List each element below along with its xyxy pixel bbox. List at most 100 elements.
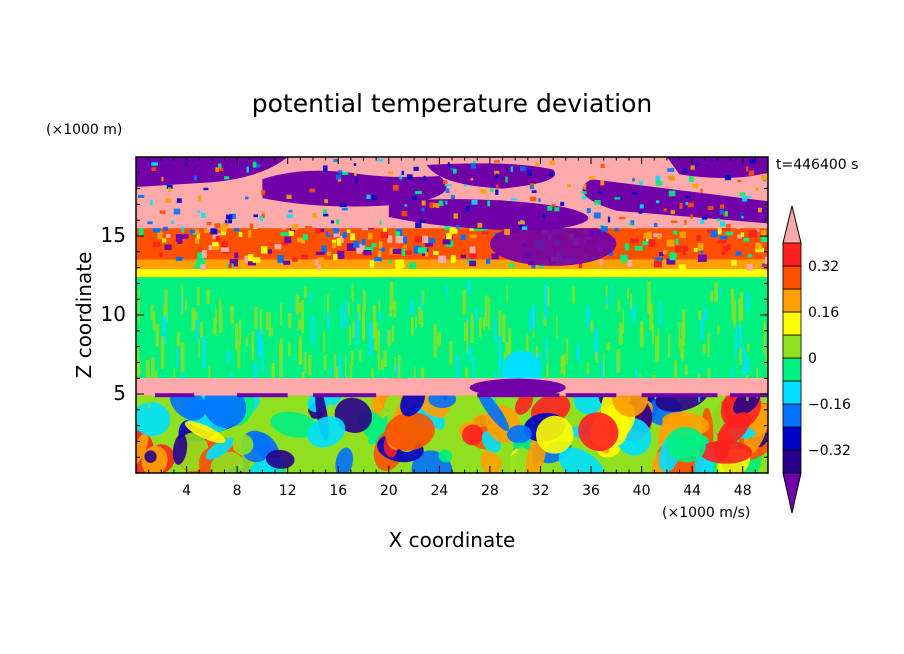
field-streak: [181, 284, 184, 316]
field-streak: [185, 299, 188, 312]
field-speck: [465, 205, 470, 212]
field-streak: [339, 356, 342, 379]
field-speck: [151, 162, 159, 166]
field-streak: [362, 290, 366, 311]
field-blob: [699, 440, 752, 464]
y-axis-label: Z coordinate: [72, 252, 96, 379]
field-speck: [445, 233, 452, 240]
field-blob: [743, 404, 768, 455]
field-speck: [662, 250, 668, 255]
field-speck: [378, 241, 383, 249]
field-speck: [482, 230, 489, 235]
field-streak: [397, 355, 401, 381]
field-speck: [252, 257, 261, 263]
field-speck: [364, 246, 374, 252]
field-speck: [346, 229, 351, 234]
field-streak: [586, 362, 589, 375]
field-speck: [203, 187, 209, 191]
field-speck: [399, 175, 403, 180]
field-streak: [358, 349, 362, 362]
field-streak: [528, 310, 533, 331]
field-speck: [693, 248, 698, 252]
field-speck: [335, 174, 342, 180]
field-speck: [332, 243, 337, 249]
field-streak: [555, 315, 558, 339]
field-speck: [695, 162, 699, 167]
field-speck: [206, 221, 212, 226]
field-speck: [639, 204, 644, 209]
field-speck: [322, 165, 328, 172]
field-speck: [339, 236, 344, 243]
field-blob: [136, 401, 171, 437]
field-speck: [227, 220, 233, 224]
field-speck: [687, 202, 694, 208]
x-tick-label: 16: [329, 483, 347, 499]
field-streak: [163, 317, 166, 328]
field-speck: [743, 237, 750, 242]
field-streak: [467, 346, 472, 362]
field-streak: [654, 335, 658, 363]
field-streak: [566, 338, 569, 365]
field-speck: [212, 241, 219, 247]
field-blob: [172, 433, 188, 465]
field-streak: [362, 307, 365, 341]
field-streak: [738, 298, 742, 321]
field-speck: [538, 198, 541, 202]
field-streak: [479, 316, 482, 338]
field-speck: [354, 173, 357, 176]
field-speck: [274, 244, 282, 250]
field-streak: [150, 304, 154, 320]
field-speck: [197, 210, 201, 213]
field-streak: [295, 294, 300, 315]
y-unit-label: (×1000 m): [46, 122, 122, 138]
field-speck: [747, 254, 753, 258]
field-speck: [655, 180, 663, 186]
field-speck: [321, 245, 327, 254]
field-speck: [333, 254, 338, 260]
field-streak: [506, 285, 508, 303]
field-speck: [194, 264, 201, 269]
field-blob: [462, 424, 484, 446]
field-speck: [756, 228, 760, 232]
field-speck: [337, 250, 345, 259]
field-speck: [719, 204, 724, 209]
field-speck: [480, 188, 487, 194]
field-speck: [632, 191, 638, 195]
field-blob: [136, 432, 149, 467]
field-speck: [362, 226, 369, 231]
field-speck: [210, 228, 218, 235]
field-speck: [322, 209, 328, 214]
field-speck: [581, 196, 587, 200]
colorbar-box: [782, 265, 802, 290]
field-speck: [667, 168, 675, 172]
field-speck: [309, 188, 316, 193]
field-speck: [234, 252, 239, 259]
field-speck: [192, 229, 200, 235]
field-speck: [653, 260, 662, 268]
field-streak: [206, 288, 210, 304]
field-speck: [214, 223, 221, 229]
field-speck: [380, 231, 389, 239]
field-speck: [614, 227, 619, 232]
field-streak: [420, 310, 424, 328]
field-streak: [546, 348, 549, 379]
field-streak: [327, 312, 330, 329]
y-tick-label: 5: [113, 381, 126, 405]
x-tick-label: 12: [279, 483, 297, 499]
field-streak: [420, 292, 423, 320]
field-speck: [470, 162, 476, 169]
field-speck: [593, 212, 601, 219]
colorbar-box: [782, 288, 802, 313]
field-speck: [583, 184, 587, 190]
field-speck: [727, 243, 731, 250]
colorbar-extend-top: [782, 205, 802, 244]
field-speck: [429, 202, 435, 208]
field-speck: [353, 241, 360, 248]
field-streak: [355, 321, 358, 347]
y-tick-label: 15: [101, 223, 126, 247]
field-speck: [655, 175, 661, 182]
field-speck: [675, 238, 679, 245]
field-blob: [514, 392, 534, 415]
field-streak: [350, 350, 354, 366]
field-streak: [230, 305, 234, 324]
